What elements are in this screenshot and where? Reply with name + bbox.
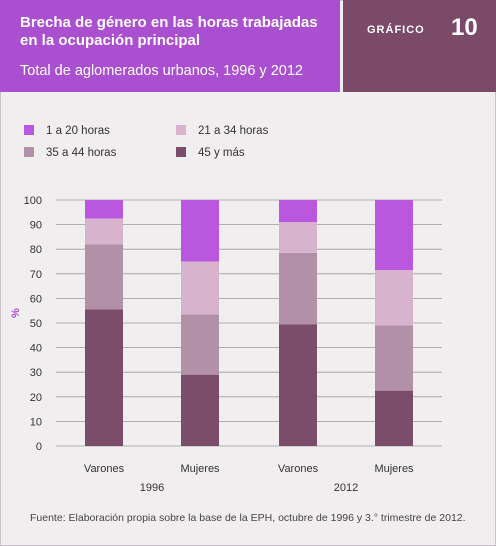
x-tick-label: Varones — [278, 463, 319, 475]
bar-segment — [375, 390, 413, 446]
legend-item-1-a-20: 1 a 20 horas — [24, 125, 110, 139]
bar-segment — [375, 200, 413, 271]
chart-subtitle: Total de aglomerados urbanos, 1996 y 201… — [20, 63, 303, 79]
figure-label: GRÁFICO — [367, 24, 425, 36]
y-tick-label: 70 — [30, 269, 42, 281]
bar-segment — [181, 314, 219, 375]
title-box: Brecha de género en las horas trabajadas… — [0, 0, 340, 92]
x-tick-label: Mujeres — [180, 463, 220, 475]
group-label: 1996 — [140, 482, 164, 494]
bar-segment — [375, 325, 413, 391]
legend-item-21-a-34: 21 a 34 horas — [176, 125, 268, 139]
y-tick-label: 60 — [30, 293, 42, 305]
y-tick-label: 50 — [30, 318, 42, 330]
bar-segment — [85, 309, 123, 446]
legend-swatch — [176, 125, 186, 135]
source-note: Fuente: Elaboración propia sobre la base… — [30, 512, 466, 524]
legend-label: 1 a 20 horas — [46, 125, 110, 137]
figure-header: Brecha de género en las horas trabajadas… — [0, 0, 496, 92]
y-tick-label: 80 — [30, 244, 42, 256]
legend-label: 45 y más — [198, 147, 245, 159]
y-tick-label: 20 — [30, 392, 42, 404]
bar-segment — [279, 252, 317, 325]
chart-title: Brecha de género en las horas trabajadas… — [20, 14, 318, 49]
bar-segment — [279, 324, 317, 446]
figure-number: 10 — [451, 14, 478, 41]
legend-swatch — [24, 147, 34, 157]
bar-segment — [181, 374, 219, 446]
bar-segment — [375, 270, 413, 326]
bar-segment — [279, 222, 317, 253]
figure-number-box: GRÁFICO 10 — [343, 0, 496, 92]
bar-segment — [181, 200, 219, 262]
bar-segment — [85, 218, 123, 245]
y-tick-label: 90 — [30, 220, 42, 232]
bar-segment — [279, 200, 317, 223]
legend-swatch — [176, 147, 186, 157]
y-tick-label: 10 — [30, 416, 42, 428]
x-tick-label: Mujeres — [374, 463, 414, 475]
legend-swatch — [24, 125, 34, 135]
legend-item-35-a-44: 35 a 44 horas — [24, 147, 116, 161]
legend-item-45-y-mas: 45 y más — [176, 147, 245, 161]
legend-label: 35 a 44 horas — [46, 147, 117, 159]
y-tick-label: 0 — [36, 441, 42, 453]
x-tick-label: Varones — [84, 463, 125, 475]
group-label: 2012 — [334, 482, 358, 494]
bar-segment — [181, 261, 219, 315]
legend-label: 21 a 34 horas — [198, 125, 269, 137]
y-tick-label: 30 — [30, 367, 42, 379]
bar-segment — [85, 244, 123, 310]
bar-segment — [85, 200, 123, 219]
y-tick-label: 100 — [24, 195, 42, 207]
y-tick-label: 40 — [30, 343, 42, 355]
